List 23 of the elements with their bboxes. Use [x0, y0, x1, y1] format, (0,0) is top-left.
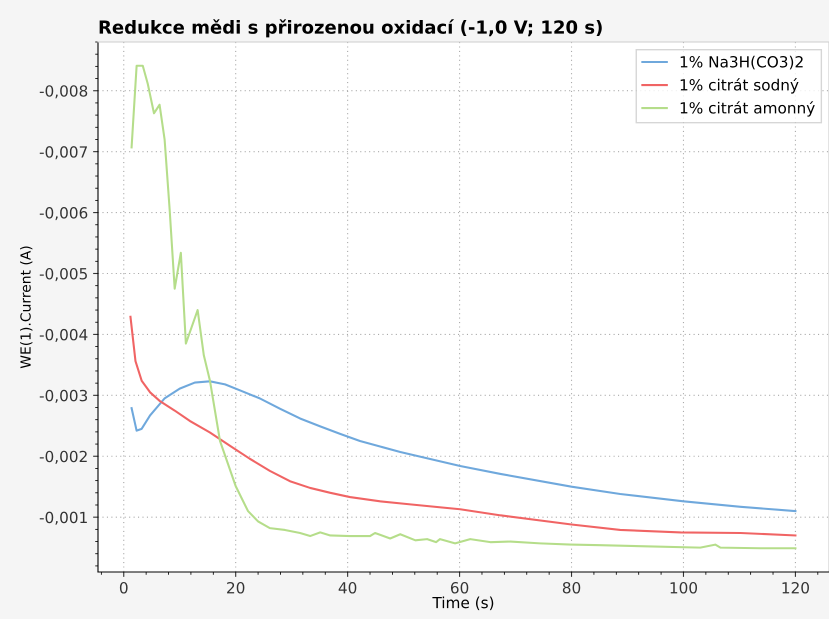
line-series — [130, 380, 796, 512]
legend-label: 1% citrát sodný — [680, 78, 799, 94]
legend-label: 1% citrát amonný — [680, 101, 815, 117]
y-tick-label: -0,002 — [40, 450, 87, 464]
x-tick-label: 100 — [670, 582, 698, 594]
x-tick-label: 80 — [562, 582, 580, 594]
y-tick-label: -0,004 — [40, 328, 88, 342]
y-tick-label: -0,008 — [40, 85, 88, 98]
y-tick-label: -0,005 — [40, 268, 87, 282]
y-tick-label: -0,007 — [40, 146, 87, 160]
x-tick-label: 20 — [227, 582, 244, 594]
x-tick-label: 0 — [120, 582, 128, 594]
y-axis-title: WE(1).Current (A) — [20, 246, 32, 368]
y-tick-label: -0,001 — [40, 512, 87, 525]
line-series — [129, 316, 796, 536]
x-tick-label: 60 — [450, 582, 468, 594]
chart-title: Redukce mědi s přirozenou oxidací (-1,0 V; 120 s) — [100, 19, 602, 38]
legend-label: 1% Na3H(CO3)2 — [680, 56, 803, 70]
x-axis-title: Time (s) — [432, 596, 494, 610]
x-tick-label: 120 — [782, 582, 809, 594]
y-tick-label: -0,003 — [40, 390, 88, 403]
x-tick-label: 40 — [338, 582, 356, 594]
y-tick-label: -0,006 — [40, 207, 88, 220]
